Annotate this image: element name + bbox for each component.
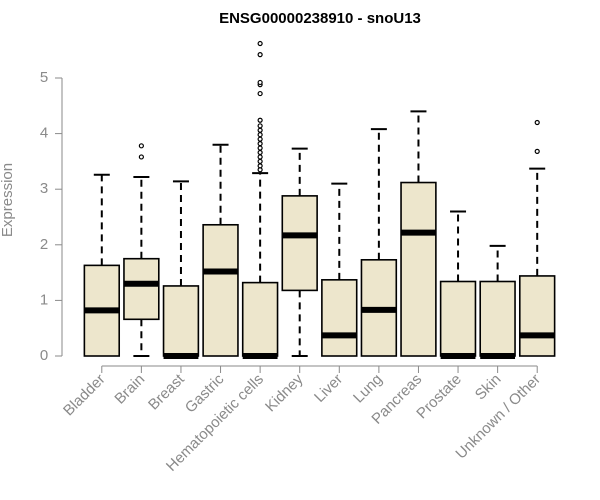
boxes — [83, 40, 556, 359]
outlier-point — [534, 119, 540, 126]
box-skin — [479, 244, 516, 359]
outlier-point — [138, 143, 144, 149]
box-body — [202, 223, 239, 357]
y-axis-label: Expression — [0, 163, 16, 237]
outlier-point — [257, 163, 263, 169]
outlier-point — [257, 136, 263, 142]
outlier-point — [257, 117, 263, 123]
box-body — [518, 275, 556, 357]
outlier-point — [257, 123, 263, 129]
x-tick-label: Lung — [350, 371, 386, 407]
box-brain — [123, 143, 160, 357]
box-gastric — [202, 143, 239, 357]
x-tick-label: Brain — [111, 371, 148, 408]
box-body — [162, 285, 200, 357]
box-bladder — [83, 173, 121, 357]
outlier-point — [257, 154, 263, 160]
box-pancreas — [400, 110, 437, 357]
box-body — [281, 195, 318, 292]
outlier-point — [257, 90, 263, 97]
x-tick-label: Breast — [145, 370, 188, 413]
x-tick-label: Prostate — [413, 371, 465, 423]
box-breast — [162, 180, 200, 359]
x-tick-label: Skin — [472, 371, 505, 404]
box-body — [439, 280, 477, 357]
box-liver — [321, 182, 358, 357]
outlier-point — [257, 52, 263, 58]
box-hematopoietic-cells — [241, 40, 279, 359]
x-tick-label: Bladder — [60, 371, 109, 420]
box-kidney — [281, 147, 318, 357]
box-prostate — [439, 210, 477, 359]
y-tick-label: 1 — [40, 291, 48, 308]
y-tick-label: 4 — [40, 125, 48, 142]
axes: 0 1 2 3 4 5 — [40, 69, 538, 367]
x-tick-label: Kidney — [262, 370, 307, 415]
outlier-point — [257, 127, 263, 133]
box-body — [400, 181, 437, 357]
outlier-point — [257, 145, 263, 151]
outlier-point — [257, 141, 263, 147]
box-unknown-other — [518, 119, 556, 357]
outlier-point — [257, 79, 263, 86]
y-tick-label: 2 — [40, 236, 48, 253]
outlier-point — [257, 40, 263, 47]
outlier-point — [138, 154, 144, 160]
box-body — [123, 257, 160, 321]
box-lung — [360, 128, 398, 357]
y-tick-label: 3 — [40, 180, 48, 197]
box-body — [321, 279, 358, 357]
chart-title: ENSG00000238910 - snoU13 — [219, 10, 421, 27]
outlier-point — [257, 158, 263, 164]
outlier-point — [257, 149, 263, 156]
y-tick-label: 5 — [40, 69, 48, 86]
box-body — [479, 280, 516, 357]
outlier-point — [257, 132, 263, 138]
x-tick-label: Liver — [311, 371, 346, 406]
box-body — [241, 281, 279, 357]
y-tick-label: 0 — [40, 347, 48, 364]
outlier-point — [534, 148, 540, 154]
